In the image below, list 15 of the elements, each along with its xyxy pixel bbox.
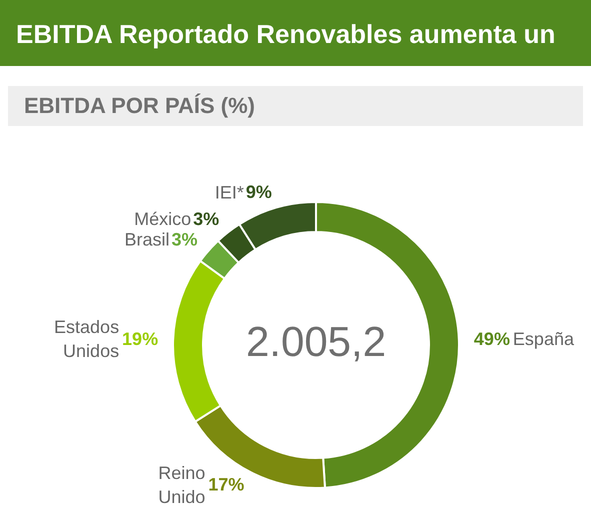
slice-label: España (512, 328, 575, 349)
chart-subtitle: EBITDA POR PAÍS (%) (24, 92, 256, 118)
data-label: 19% (122, 328, 158, 349)
data-label: 3% (193, 208, 220, 229)
data-label: 49% (474, 328, 510, 349)
chart-title: EBITDA Reportado Renovables aumenta un (16, 18, 556, 49)
slice-label: IEI* (214, 182, 244, 202)
slice-label: Reino Unido (158, 462, 206, 507)
slice-label: México (134, 208, 192, 229)
data-label: 3% (171, 229, 198, 250)
text: 2.005,2 (246, 318, 386, 366)
slice-label: Estados Unidos (54, 316, 120, 361)
slice-label: Brasil (124, 229, 170, 250)
data-label: 9% (246, 182, 272, 202)
data-label: 17% (208, 474, 244, 495)
